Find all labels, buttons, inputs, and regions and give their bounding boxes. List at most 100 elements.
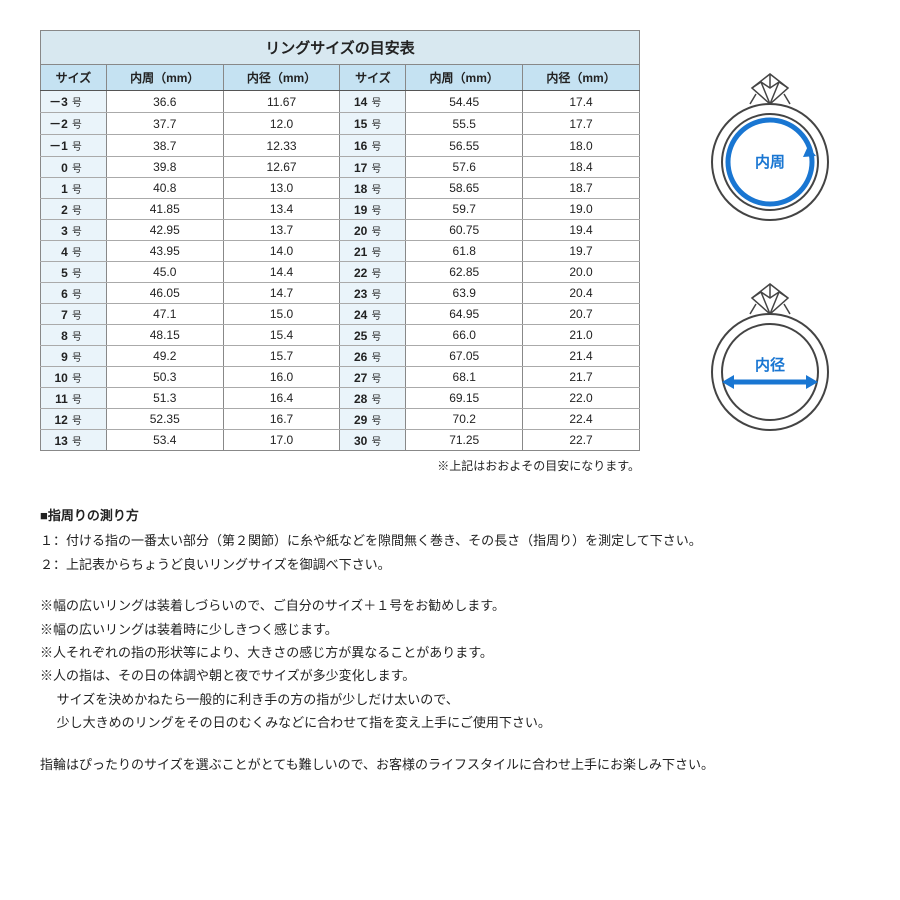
dia-cell: 16.4 (223, 388, 340, 409)
size-cell: 7号 (41, 304, 107, 325)
size-cell: 24号 (340, 304, 406, 325)
circ-cell: 62.85 (406, 262, 523, 283)
diameter-label: 内径 (755, 356, 785, 374)
dia-cell: 12.67 (223, 157, 340, 178)
table-row: 8号48.1515.425号66.021.0 (41, 325, 640, 346)
circ-cell: 68.1 (406, 367, 523, 388)
circ-cell: 63.9 (406, 283, 523, 304)
dia-cell: 14.4 (223, 262, 340, 283)
dia-cell: 15.0 (223, 304, 340, 325)
size-cell: 13号 (41, 430, 107, 451)
circ-cell: 60.75 (406, 220, 523, 241)
instruction-note: 少し大きめのリングをその日のむくみなどに合わせて指を変え上手にご使用下さい。 (40, 711, 860, 734)
size-cell: 8号 (41, 325, 107, 346)
table-title: リングサイズの目安表 (41, 31, 640, 65)
circ-cell: 67.05 (406, 346, 523, 367)
size-cell: 1号 (41, 178, 107, 199)
size-cell: 6号 (41, 283, 107, 304)
size-cell: 4号 (41, 241, 107, 262)
dia-cell: 13.7 (223, 220, 340, 241)
size-cell: 23号 (340, 283, 406, 304)
circ-cell: 38.7 (106, 135, 223, 157)
circ-cell: 40.8 (106, 178, 223, 199)
size-cell: 27号 (340, 367, 406, 388)
dia-cell: 13.4 (223, 199, 340, 220)
col-dia-1: 内径（mm） (223, 65, 340, 91)
instructions-heading: ■指周りの測り方 (40, 504, 860, 527)
dia-cell: 21.0 (523, 325, 640, 346)
dia-cell: 18.0 (523, 135, 640, 157)
dia-cell: 21.4 (523, 346, 640, 367)
dia-cell: 20.0 (523, 262, 640, 283)
dia-cell: 19.0 (523, 199, 640, 220)
circ-cell: 43.95 (106, 241, 223, 262)
circ-cell: 70.2 (406, 409, 523, 430)
size-cell: 15号 (340, 113, 406, 135)
circ-cell: 61.8 (406, 241, 523, 262)
table-row: －2号37.712.015号55.517.7 (41, 113, 640, 135)
circ-cell: 71.25 (406, 430, 523, 451)
size-cell: 5号 (41, 262, 107, 283)
dia-cell: 12.33 (223, 135, 340, 157)
ring-circumference-diagram: 内周 (700, 70, 840, 230)
size-cell: －1号 (41, 135, 107, 157)
dia-cell: 18.7 (523, 178, 640, 199)
dia-cell: 12.0 (223, 113, 340, 135)
dia-cell: 20.4 (523, 283, 640, 304)
instruction-note: ※幅の広いリングは装着時に少しきつく感じます。 (40, 618, 860, 641)
size-cell: 20号 (340, 220, 406, 241)
dia-cell: 22.0 (523, 388, 640, 409)
dia-cell: 19.4 (523, 220, 640, 241)
size-cell: 16号 (340, 135, 406, 157)
circ-cell: 47.1 (106, 304, 223, 325)
circ-cell: 45.0 (106, 262, 223, 283)
size-cell: －2号 (41, 113, 107, 135)
instruction-step: １：付ける指の一番太い部分（第２関節）に糸や紙などを隙間無く巻き、その長さ（指周… (40, 529, 860, 552)
instruction-note: ※幅の広いリングは装着しづらいので、ご自分のサイズ＋１号をお勧めします。 (40, 594, 860, 617)
circ-cell: 52.35 (106, 409, 223, 430)
circ-cell: 55.5 (406, 113, 523, 135)
circ-cell: 46.05 (106, 283, 223, 304)
table-row: －1号38.712.3316号56.5518.0 (41, 135, 640, 157)
dia-cell: 14.7 (223, 283, 340, 304)
table-row: －3号36.611.6714号54.4517.4 (41, 91, 640, 113)
table-row: 5号45.014.422号62.8520.0 (41, 262, 640, 283)
circ-cell: 66.0 (406, 325, 523, 346)
dia-cell: 20.7 (523, 304, 640, 325)
size-cell: 9号 (41, 346, 107, 367)
col-size-1: サイズ (41, 65, 107, 91)
instruction-note: サイズを決めかねたら一般的に利き手の方の指が少しだけ太いので、 (40, 688, 860, 711)
circ-cell: 64.95 (406, 304, 523, 325)
instructions-section: ■指周りの測り方 １：付ける指の一番太い部分（第２関節）に糸や紙などを隙間無く巻… (40, 504, 860, 776)
circ-cell: 36.6 (106, 91, 223, 113)
size-cell: 25号 (340, 325, 406, 346)
size-cell: 0号 (41, 157, 107, 178)
circ-cell: 39.8 (106, 157, 223, 178)
size-cell: 22号 (340, 262, 406, 283)
dia-cell: 14.0 (223, 241, 340, 262)
size-cell: 26号 (340, 346, 406, 367)
circ-cell: 48.15 (106, 325, 223, 346)
size-cell: 30号 (340, 430, 406, 451)
size-cell: 2号 (41, 199, 107, 220)
instructions-closing: 指輪はぴったりのサイズを選ぶことがとても難しいので、お客様のライフスタイルに合わ… (40, 753, 860, 776)
col-size-2: サイズ (340, 65, 406, 91)
dia-cell: 17.7 (523, 113, 640, 135)
dia-cell: 19.7 (523, 241, 640, 262)
col-circ-2: 内周（mm） (406, 65, 523, 91)
circ-cell: 54.45 (406, 91, 523, 113)
dia-cell: 18.4 (523, 157, 640, 178)
table-row: 2号41.8513.419号59.719.0 (41, 199, 640, 220)
col-dia-2: 内径（mm） (523, 65, 640, 91)
dia-cell: 17.0 (223, 430, 340, 451)
size-cell: 18号 (340, 178, 406, 199)
dia-cell: 22.4 (523, 409, 640, 430)
dia-cell: 11.67 (223, 91, 340, 113)
size-cell: 17号 (340, 157, 406, 178)
col-circ-1: 内周（mm） (106, 65, 223, 91)
table-row: 0号39.812.6717号57.618.4 (41, 157, 640, 178)
circ-cell: 49.2 (106, 346, 223, 367)
instruction-note: ※人の指は、その日の体調や朝と夜でサイズが多少変化します。 (40, 664, 860, 687)
circ-cell: 58.65 (406, 178, 523, 199)
size-cell: 12号 (41, 409, 107, 430)
